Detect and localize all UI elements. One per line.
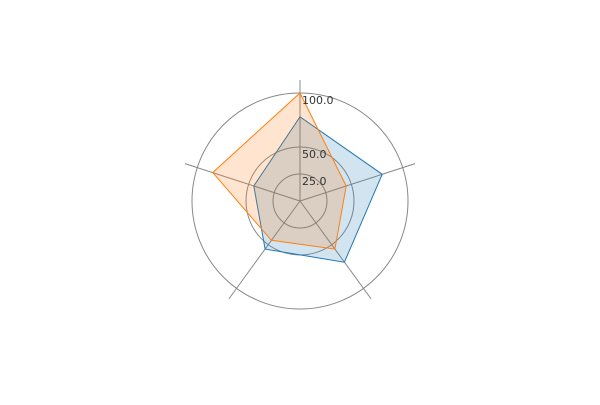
tick-label-100: 100.0 — [302, 94, 334, 107]
tick-label-layer: 25.0 50.0 100.0 — [302, 94, 334, 188]
tick-label-25: 25.0 — [302, 175, 327, 188]
axis-spoke-2 — [299, 200, 372, 300]
axis-spoke-4 — [184, 163, 301, 202]
series-layer — [212, 92, 383, 263]
axis-spoke-1 — [299, 163, 416, 202]
series-polygon-0 — [253, 116, 383, 263]
series-polygon-1 — [212, 92, 347, 250]
grid-layer — [184, 80, 416, 310]
axis-spoke-3 — [228, 200, 301, 300]
tick-label-50: 50.0 — [302, 148, 327, 161]
